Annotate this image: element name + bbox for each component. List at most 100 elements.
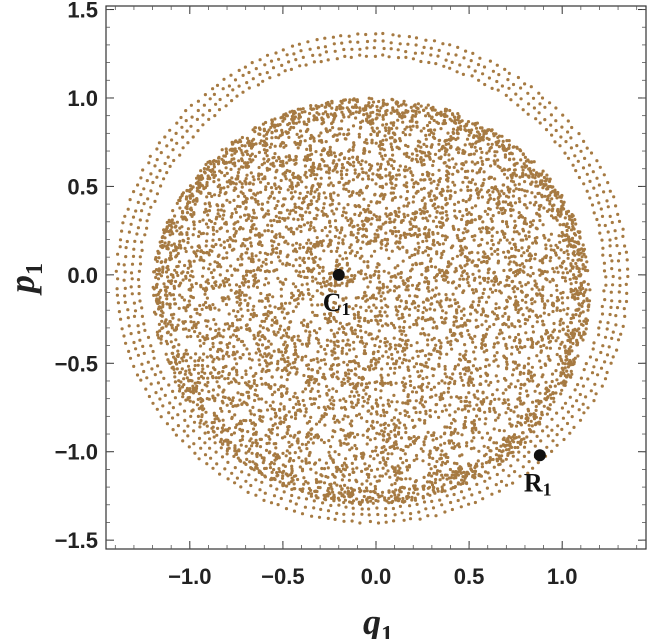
data-point [263, 251, 267, 255]
data-point [417, 304, 421, 308]
data-point [329, 249, 333, 253]
data-point [506, 453, 510, 457]
data-point [483, 410, 487, 414]
data-point [552, 270, 556, 274]
data-point [355, 98, 359, 102]
data-point [252, 381, 256, 385]
data-point [473, 395, 477, 399]
data-point [422, 158, 426, 162]
data-point [260, 243, 264, 248]
data-point [234, 210, 238, 214]
data-point [472, 436, 476, 440]
data-point [290, 338, 294, 342]
data-point [554, 369, 558, 373]
data-point [561, 361, 565, 365]
data-point [492, 322, 496, 327]
data-point [490, 128, 494, 132]
data-point [435, 225, 439, 229]
data-point [222, 246, 226, 250]
data-point [488, 325, 492, 329]
data-point [402, 152, 406, 156]
data-point [564, 355, 568, 359]
data-point [152, 310, 157, 314]
data-point [272, 349, 276, 353]
data-point [418, 208, 422, 212]
data-point [345, 352, 349, 356]
data-point [297, 293, 301, 298]
data-point [547, 238, 551, 242]
data-point [496, 416, 500, 420]
data-point [461, 151, 465, 155]
data-point [372, 457, 376, 461]
data-point [314, 471, 318, 475]
data-point [506, 249, 510, 253]
data-point [320, 466, 324, 471]
data-point [463, 255, 467, 259]
data-point [329, 181, 333, 185]
data-point [381, 408, 385, 412]
data-point [384, 122, 389, 126]
data-point [306, 367, 311, 371]
data-point [393, 343, 398, 347]
data-point [230, 273, 234, 277]
data-point [430, 367, 434, 371]
data-point [258, 445, 263, 449]
data-point [458, 352, 462, 356]
data-point [548, 393, 553, 397]
data-point [309, 297, 313, 302]
data-point [226, 345, 230, 349]
data-point [198, 219, 202, 224]
data-point [399, 275, 403, 280]
data-point [378, 286, 382, 290]
data-point [458, 277, 462, 281]
data-point [555, 352, 559, 357]
data-point [215, 215, 219, 219]
data-point [401, 245, 405, 249]
data-point [561, 321, 565, 325]
data-point [520, 254, 524, 258]
data-point [340, 487, 344, 491]
data-point [369, 222, 373, 226]
data-point [345, 256, 349, 260]
data-point [399, 456, 403, 460]
data-point [538, 416, 543, 420]
data-point [351, 467, 355, 471]
data-point [398, 466, 402, 470]
data-point [374, 306, 378, 310]
data-point [516, 414, 520, 418]
data-point [532, 168, 536, 172]
data-point [474, 289, 478, 293]
data-point [264, 346, 268, 350]
data-point [300, 342, 304, 346]
data-point [558, 264, 563, 268]
data-point [569, 282, 573, 286]
data-point [221, 369, 225, 374]
data-point [408, 255, 412, 259]
data-point [392, 336, 396, 340]
data-point [290, 464, 294, 468]
data-point [251, 208, 256, 212]
data-point [485, 151, 489, 155]
data-point [241, 274, 245, 278]
data-point [461, 290, 465, 295]
data-point [548, 403, 552, 407]
data-point [472, 238, 476, 242]
data-point [433, 265, 438, 269]
data-point [477, 170, 482, 174]
data-point [576, 296, 580, 301]
data-point [386, 402, 390, 406]
data-point [555, 288, 559, 292]
data-point [260, 299, 264, 303]
data-point [248, 317, 252, 322]
data-point [178, 370, 183, 374]
data-point [428, 177, 432, 181]
data-point [565, 271, 570, 275]
data-point [244, 196, 248, 200]
data-point [463, 128, 467, 132]
data-point [230, 142, 235, 146]
data-point [295, 396, 299, 400]
data-point [353, 274, 357, 278]
data-point [252, 304, 256, 308]
data-point [268, 194, 273, 198]
data-point [251, 158, 255, 162]
